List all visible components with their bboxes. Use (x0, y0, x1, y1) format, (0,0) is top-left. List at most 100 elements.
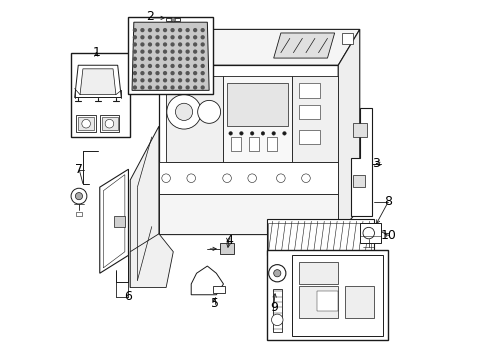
Circle shape (271, 314, 283, 325)
Bar (227, 83, 288, 126)
Circle shape (193, 35, 197, 40)
Circle shape (105, 120, 114, 128)
Circle shape (140, 64, 145, 68)
Polygon shape (342, 33, 353, 44)
Circle shape (163, 78, 167, 82)
Circle shape (178, 57, 182, 61)
Polygon shape (317, 291, 338, 311)
Circle shape (140, 35, 145, 40)
Bar (159, 162, 338, 194)
Circle shape (186, 57, 190, 61)
Bar (299, 286, 338, 318)
Circle shape (148, 57, 152, 61)
Circle shape (163, 49, 167, 54)
Text: 4: 4 (225, 234, 233, 247)
Circle shape (155, 71, 160, 75)
Circle shape (171, 42, 175, 46)
Circle shape (155, 49, 160, 54)
Circle shape (148, 49, 152, 54)
Polygon shape (166, 76, 223, 162)
Circle shape (163, 35, 167, 40)
Circle shape (240, 132, 243, 135)
Bar (267, 137, 277, 151)
Circle shape (148, 28, 152, 32)
Text: 6: 6 (124, 290, 132, 303)
Circle shape (200, 42, 205, 46)
Circle shape (229, 132, 232, 135)
Circle shape (187, 174, 196, 183)
Circle shape (193, 64, 197, 68)
Circle shape (200, 28, 205, 32)
Circle shape (133, 49, 137, 54)
Polygon shape (292, 255, 383, 336)
Circle shape (193, 42, 197, 46)
Circle shape (171, 71, 175, 75)
Circle shape (140, 78, 145, 82)
Polygon shape (353, 175, 365, 187)
Polygon shape (353, 123, 367, 137)
Polygon shape (360, 223, 381, 243)
Circle shape (223, 174, 231, 183)
Bar (128, 17, 213, 94)
Text: 5: 5 (211, 297, 219, 310)
Polygon shape (299, 130, 320, 144)
Polygon shape (351, 108, 372, 216)
Polygon shape (78, 117, 95, 130)
Polygon shape (166, 18, 180, 22)
Circle shape (148, 64, 152, 68)
Circle shape (250, 132, 254, 135)
Circle shape (193, 78, 197, 82)
Circle shape (186, 35, 190, 40)
Circle shape (200, 35, 205, 40)
Circle shape (155, 78, 160, 82)
Circle shape (193, 57, 197, 61)
Circle shape (167, 95, 201, 129)
Circle shape (186, 78, 190, 82)
Polygon shape (299, 83, 320, 98)
Circle shape (200, 71, 205, 75)
Circle shape (140, 57, 145, 61)
Circle shape (133, 78, 137, 82)
Circle shape (193, 85, 197, 90)
Circle shape (155, 42, 160, 46)
Circle shape (261, 132, 265, 135)
Circle shape (162, 174, 171, 183)
Circle shape (171, 28, 175, 32)
Bar (231, 137, 242, 151)
Circle shape (178, 71, 182, 75)
Circle shape (276, 174, 285, 183)
Circle shape (200, 78, 205, 82)
Circle shape (186, 49, 190, 54)
Circle shape (163, 71, 167, 75)
Text: 2: 2 (146, 10, 154, 23)
Circle shape (363, 227, 374, 239)
Circle shape (140, 42, 145, 46)
Circle shape (82, 120, 91, 128)
Circle shape (148, 85, 152, 90)
Polygon shape (100, 169, 128, 273)
Circle shape (133, 71, 137, 75)
Polygon shape (191, 266, 223, 295)
Circle shape (200, 57, 205, 61)
Circle shape (178, 64, 182, 68)
Polygon shape (272, 289, 282, 332)
Circle shape (155, 28, 160, 32)
Circle shape (186, 42, 190, 46)
Text: 8: 8 (385, 195, 392, 208)
Bar (71, 53, 130, 137)
Text: 1: 1 (92, 46, 100, 59)
Polygon shape (74, 65, 122, 98)
Polygon shape (299, 105, 320, 119)
Circle shape (269, 265, 286, 282)
Polygon shape (130, 234, 173, 288)
Circle shape (193, 49, 197, 54)
Polygon shape (220, 243, 234, 253)
Circle shape (200, 64, 205, 68)
Circle shape (133, 42, 137, 46)
Circle shape (200, 49, 205, 54)
Circle shape (155, 85, 160, 90)
Circle shape (71, 188, 87, 204)
Circle shape (163, 57, 167, 61)
Polygon shape (159, 194, 338, 234)
Circle shape (155, 35, 160, 40)
